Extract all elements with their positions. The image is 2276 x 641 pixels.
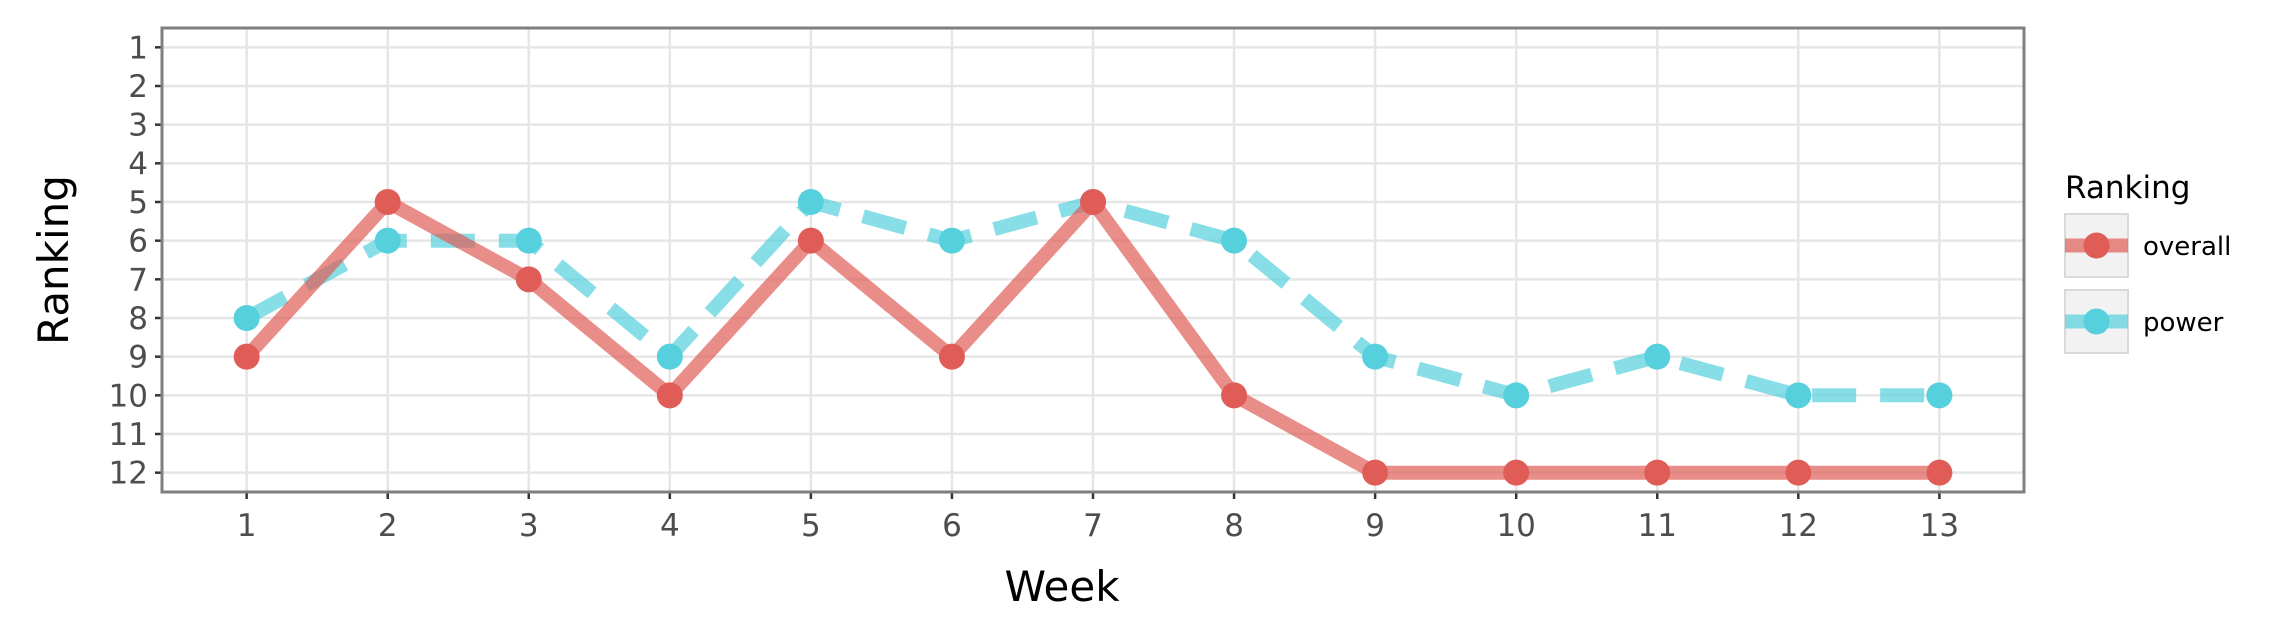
x-tick-label: 6 <box>942 508 962 544</box>
y-tick-label: 9 <box>128 340 148 376</box>
data-point-power <box>233 305 260 331</box>
legend-key-marker <box>2083 308 2110 335</box>
data-point-overall <box>656 382 683 409</box>
x-tick-label: 13 <box>1920 508 1959 544</box>
x-axis-title: Week <box>1004 562 1120 611</box>
x-axis: 1 2 3 4 5 6 7 8 9 10 11 12 13 <box>237 492 1959 544</box>
data-point-power <box>1644 343 1671 370</box>
data-point-overall <box>1644 459 1671 486</box>
data-point-overall <box>1785 459 1812 486</box>
legend-label: overall <box>2143 232 2231 262</box>
y-tick-label: 6 <box>128 224 148 260</box>
data-point-power <box>1362 343 1389 370</box>
x-tick-label: 3 <box>519 508 539 544</box>
data-point-power <box>938 227 965 254</box>
data-point-power <box>515 227 542 254</box>
x-tick-label: 12 <box>1779 508 1818 544</box>
data-point-overall <box>1362 459 1389 486</box>
gridlines <box>162 28 2024 492</box>
data-point-overall <box>515 266 542 293</box>
data-point-overall <box>938 343 965 370</box>
data-point-power <box>656 343 683 370</box>
data-point-power <box>1221 227 1248 254</box>
y-axis-title: Ranking <box>29 175 78 345</box>
y-tick-label: 3 <box>128 108 148 144</box>
y-tick-label: 11 <box>109 417 148 453</box>
data-point-overall <box>1080 189 1106 215</box>
data-point-overall <box>1926 459 1953 486</box>
x-tick-label: 11 <box>1638 508 1677 544</box>
data-point-power <box>1926 382 1953 409</box>
x-tick-label: 5 <box>801 508 821 544</box>
data-point-overall <box>374 189 401 215</box>
data-point-overall <box>797 227 824 254</box>
y-tick-label: 4 <box>128 146 148 182</box>
y-tick-label: 1 <box>128 30 148 66</box>
x-tick-label: 4 <box>660 508 680 544</box>
x-tick-label: 8 <box>1224 508 1244 544</box>
series-layer <box>233 189 1953 486</box>
legend-title: Ranking <box>2065 170 2190 206</box>
y-tick-label: 8 <box>128 301 148 337</box>
data-point-power <box>797 189 824 215</box>
data-point-overall <box>1221 382 1248 409</box>
x-tick-label: 7 <box>1083 508 1103 544</box>
x-tick-label: 1 <box>237 508 257 544</box>
x-tick-label: 10 <box>1496 508 1535 544</box>
plot-border <box>160 26 2026 494</box>
data-point-overall <box>233 343 260 370</box>
data-point-power <box>1785 382 1812 409</box>
y-tick-label: 7 <box>128 262 148 298</box>
y-tick-label: 2 <box>128 69 148 105</box>
y-tick-label: 10 <box>109 378 148 414</box>
legend-label: power <box>2143 308 2224 338</box>
legend-item-power: power <box>2064 289 2224 354</box>
data-point-power <box>374 227 401 254</box>
legend-key-marker <box>2083 232 2110 259</box>
data-point-power <box>1503 382 1530 409</box>
y-tick-label: 12 <box>109 456 148 492</box>
x-tick-label: 9 <box>1365 508 1385 544</box>
x-tick-label: 2 <box>378 508 398 544</box>
legend: Ranking overall power <box>2064 170 2231 354</box>
y-tick-label: 5 <box>128 185 148 221</box>
legend-item-overall: overall <box>2064 213 2231 278</box>
data-point-overall <box>1503 459 1530 486</box>
